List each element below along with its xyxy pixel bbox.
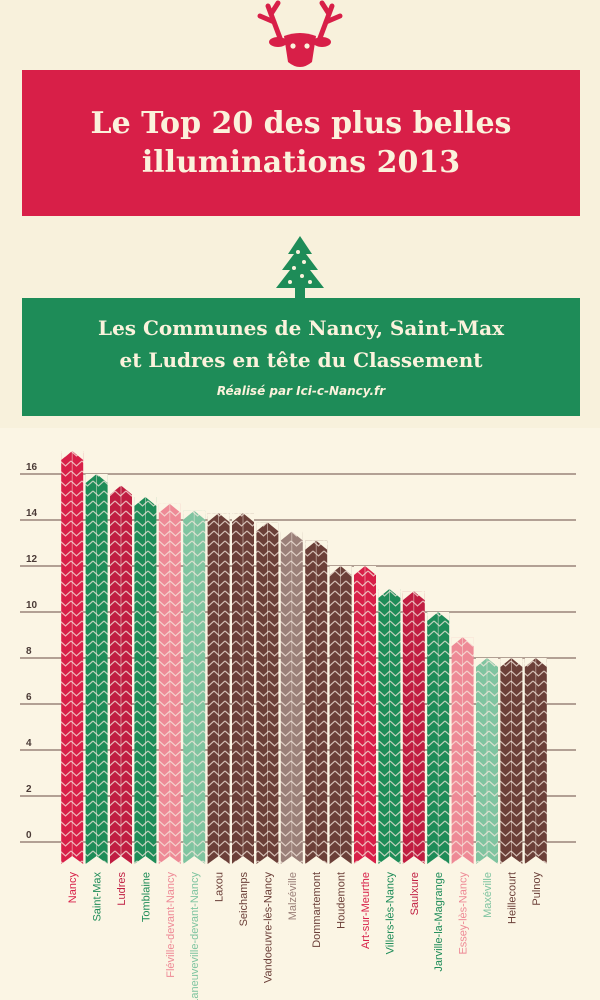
subtitle-line-1: Les Communes de Nancy, Saint-Max (98, 316, 504, 340)
x-category-label: Malzéville (287, 872, 299, 920)
bar (329, 566, 352, 864)
y-tick-label: 16 (26, 462, 38, 473)
bar (500, 658, 523, 864)
y-tick-label: 14 (26, 508, 38, 519)
page-title-line-2: illuminations 2013 (141, 145, 461, 180)
x-category-label: Heillecourt (506, 872, 518, 924)
bar (183, 510, 206, 864)
x-category-label: Art-sur-Meurthe (360, 872, 372, 949)
bar (476, 658, 498, 864)
bar (280, 531, 303, 864)
x-category-label: Maxéville (482, 872, 494, 918)
y-tick-label: 10 (26, 600, 38, 611)
reindeer-icon (257, 0, 343, 67)
bar (524, 658, 547, 864)
x-category-label: Nancy (67, 872, 79, 904)
x-category-label: Laneuveville-devant-Nancy (189, 872, 201, 1000)
x-category-label: Fléville-devant-Nancy (165, 872, 177, 978)
x-category-label: Vandoeuvre-lès-Nancy (262, 872, 274, 984)
page-title-line-1: Le Top 20 des plus belles (90, 106, 512, 141)
x-axis-labels: Nancy Saint-Max Ludres Tomblaine Fléville-de… (67, 872, 543, 1000)
header-section: Le Top 20 des plus belles illuminations … (0, 0, 600, 428)
bar (232, 513, 254, 864)
y-tick-label: 6 (26, 692, 32, 703)
y-axis-ticks: 0 2 4 6 8 10 12 14 16 (26, 462, 38, 841)
x-category-label: Saint-Max (92, 872, 104, 922)
credit-text: Réalisé par Ici-c-Nancy.fr (216, 384, 386, 398)
x-category-label: Laxou (214, 872, 226, 902)
bar (158, 503, 181, 864)
bar (207, 513, 230, 864)
x-category-label: Tomblaine (140, 872, 152, 922)
bar (378, 589, 401, 864)
x-category-label: Seichamps (238, 872, 250, 927)
x-category-label: Pulnoy (531, 872, 543, 906)
y-tick-label: 12 (26, 554, 38, 565)
y-tick-label: 2 (26, 784, 32, 795)
bars (61, 451, 547, 864)
x-category-label: Houdemont (336, 872, 348, 929)
x-category-label: Essey-lès-Nancy (458, 872, 470, 955)
bar (451, 637, 474, 864)
bar (85, 474, 108, 864)
y-tick-label: 4 (26, 738, 32, 749)
x-category-label: Villers-lès-Nancy (384, 872, 396, 955)
title-banner: Le Top 20 des plus belles illuminations … (22, 70, 580, 216)
x-category-label: Saulxure (409, 872, 421, 915)
subtitle-banner: Les Communes de Nancy, Saint-Max et Ludr… (22, 298, 580, 416)
bar (354, 566, 376, 864)
y-tick-label: 0 (26, 830, 32, 841)
bar (134, 497, 157, 864)
bar (305, 540, 328, 864)
christmas-tree-icon (276, 236, 324, 298)
bar (110, 485, 132, 864)
bar (402, 591, 425, 864)
x-category-label: Ludres (116, 872, 128, 906)
bar (256, 522, 279, 864)
bar-chart: 0 2 4 6 8 10 12 14 16 Nancy Saint-Max Ludres Tombla… (20, 451, 576, 1000)
y-tick-label: 8 (26, 646, 32, 657)
x-category-label: Dommartemont (311, 872, 323, 948)
subtitle-line-2: et Ludres en tête du Classement (119, 348, 483, 372)
x-category-label: Jarville-la-Magrange (433, 872, 445, 972)
bar (427, 612, 450, 864)
bar (61, 451, 84, 864)
